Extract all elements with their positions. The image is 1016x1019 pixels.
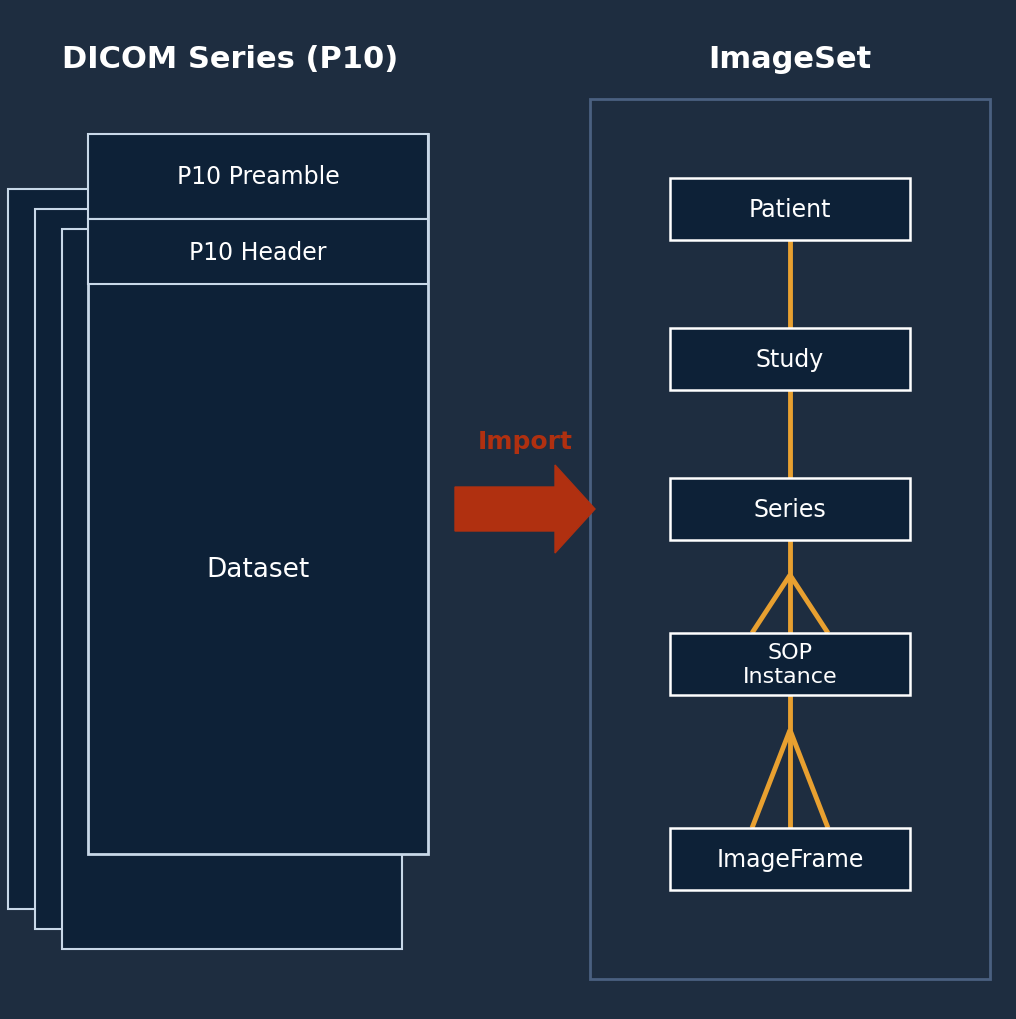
FancyBboxPatch shape [670,479,910,540]
FancyBboxPatch shape [88,135,428,220]
FancyBboxPatch shape [670,329,910,390]
FancyBboxPatch shape [670,178,910,240]
Text: Study: Study [756,347,824,372]
Text: Patient: Patient [749,198,831,222]
Text: ImageSet: ImageSet [708,45,872,74]
Text: P10 Preamble: P10 Preamble [143,243,267,261]
Text: P10 Preamble: P10 Preamble [116,223,240,240]
Text: Dataset: Dataset [206,556,310,583]
FancyBboxPatch shape [35,210,375,929]
FancyBboxPatch shape [88,220,428,284]
Text: Import: Import [478,430,572,453]
Text: ImageFrame: ImageFrame [716,847,864,871]
Text: P10 Preamble: P10 Preamble [170,263,295,280]
Polygon shape [455,466,595,553]
FancyBboxPatch shape [62,229,402,949]
Text: Series: Series [754,497,826,522]
Text: P10 Header: P10 Header [189,240,327,264]
Text: DICOM Series (P10): DICOM Series (P10) [62,45,398,74]
Text: P10 Preamble: P10 Preamble [177,165,339,190]
FancyBboxPatch shape [670,828,910,891]
FancyBboxPatch shape [670,634,910,695]
Text: SOP
Instance: SOP Instance [743,643,837,686]
FancyBboxPatch shape [88,135,428,854]
FancyBboxPatch shape [8,190,348,909]
